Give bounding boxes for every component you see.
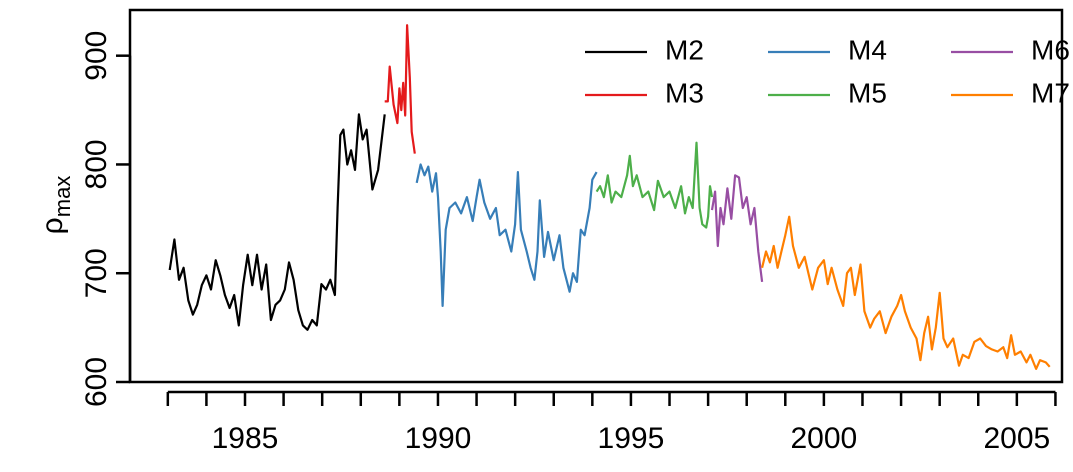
- y-tick-label: 900: [80, 31, 113, 81]
- series-line: [415, 163, 598, 307]
- x-tick-label: 1985: [212, 422, 279, 455]
- y-label-main: ρ: [36, 217, 69, 234]
- y-label-sub: max: [50, 176, 75, 218]
- y-tick-label: 800: [80, 139, 113, 189]
- y-tick-label: 600: [80, 357, 113, 407]
- x-tick-label: 1990: [405, 422, 472, 455]
- legend-label: M5: [848, 77, 887, 108]
- legend-label: M2: [665, 34, 704, 65]
- legend-label: M3: [665, 77, 704, 108]
- y-axis-label: ρmax: [36, 176, 75, 235]
- series-line: [761, 215, 1051, 370]
- series-line: [384, 24, 416, 154]
- x-tick-label: 2000: [791, 422, 858, 455]
- series-line: [595, 141, 714, 229]
- plot-frame: [128, 8, 1064, 384]
- x-tick-label: 2005: [983, 422, 1050, 455]
- legend-label: M7: [1031, 77, 1070, 108]
- legend-label: M6: [1031, 34, 1070, 65]
- y-tick-label: 700: [80, 248, 113, 298]
- series-line: [710, 174, 764, 283]
- x-tick-label: 1995: [598, 422, 665, 455]
- series-line: [168, 113, 386, 331]
- legend-label: M4: [848, 34, 887, 65]
